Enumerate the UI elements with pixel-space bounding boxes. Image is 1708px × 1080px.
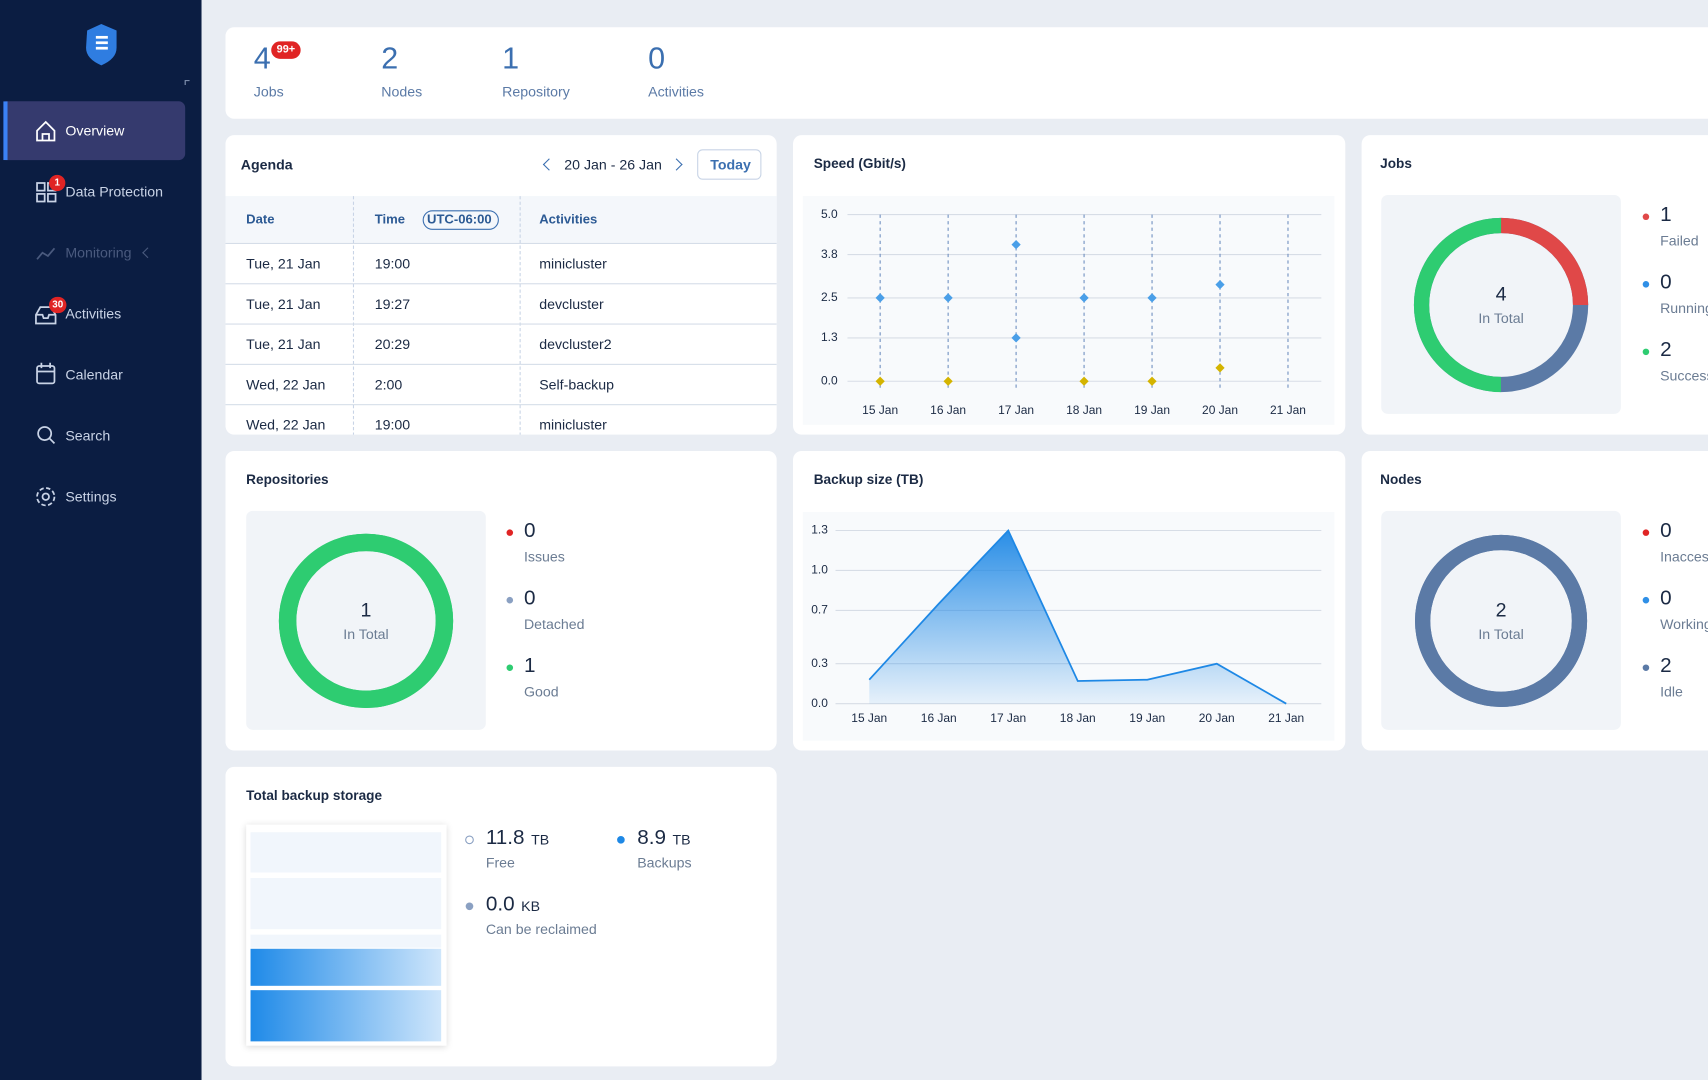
timezone-badge[interactable] xyxy=(422,210,499,230)
sidebar: Overview Data Protection 1 Monitoring Activi… xyxy=(0,0,202,1080)
cell: minicluster xyxy=(539,255,607,272)
cell: 20:29 xyxy=(374,336,411,353)
row-divider xyxy=(225,323,777,325)
cell: Wed, 22 Jan xyxy=(246,376,326,393)
nav-item[interactable]: Settings xyxy=(65,488,117,505)
nodes-card xyxy=(1361,450,1708,751)
badge: 99+ xyxy=(271,41,301,59)
badge: 30 xyxy=(49,296,67,314)
row-divider xyxy=(225,363,777,365)
today-label: Today xyxy=(710,156,751,173)
timezone: UTC-06:00 xyxy=(427,211,492,227)
logo xyxy=(86,23,117,66)
active-item xyxy=(3,101,186,161)
summary-value: 2 xyxy=(381,41,399,76)
nav-arrow[interactable] xyxy=(542,158,556,171)
summary-label: Activities xyxy=(648,83,705,100)
column-header: Time xyxy=(374,211,405,227)
nav-item[interactable]: Calendar xyxy=(65,366,123,383)
nav-item[interactable]: Monitoring xyxy=(65,244,132,261)
repositories-card xyxy=(225,450,777,751)
row-divider xyxy=(225,242,777,245)
column-header: Activities xyxy=(539,211,598,227)
nav-item[interactable]: Activities xyxy=(65,305,122,322)
cell: Tue, 21 Jan xyxy=(246,336,321,353)
backup-size-card xyxy=(793,450,1346,751)
cell: minicluster xyxy=(539,416,607,433)
cell: 2:00 xyxy=(374,376,403,393)
summary-label: Repository xyxy=(502,83,570,100)
speed-card xyxy=(793,135,1346,435)
sidebar-icons xyxy=(35,23,190,507)
today-button[interactable] xyxy=(697,149,762,180)
row-divider xyxy=(225,404,777,406)
table-header xyxy=(225,196,777,243)
date-range: 20 Jan - 26 Jan xyxy=(564,156,662,173)
storage-stack xyxy=(246,824,447,1046)
storage-card xyxy=(225,766,777,1067)
agenda-card: Agenda 20 Jan - 26 Jan Today Date Time Activi… xyxy=(225,135,777,435)
nav-item[interactable]: Search xyxy=(65,427,111,444)
cell: 19:00 xyxy=(374,416,411,433)
cell: Tue, 21 Jan xyxy=(246,255,321,272)
summary-value: 0 xyxy=(648,41,666,76)
cell: devcluster2 xyxy=(539,336,612,353)
card-title: Agenda xyxy=(240,156,293,173)
summary-value: 4 xyxy=(253,41,271,76)
summary-label: Nodes xyxy=(381,83,423,100)
cell: Self-backup xyxy=(539,376,614,393)
cell: Wed, 22 Jan xyxy=(246,416,326,433)
summary-label: Jobs xyxy=(253,83,284,100)
cell: Tue, 21 Jan xyxy=(246,295,321,313)
jobs-card xyxy=(1361,135,1708,435)
nav-item[interactable]: Data Protection xyxy=(65,183,163,200)
summary-card: 4 Jobs 99+ 2 Nodes 1 Repository 0 Activities xyxy=(225,27,1708,119)
row-divider xyxy=(225,283,777,285)
nav-item[interactable]: Overview xyxy=(65,122,125,139)
cell: devcluster xyxy=(539,295,604,313)
column-header: Date xyxy=(246,211,275,227)
cell: 19:27 xyxy=(374,295,411,313)
summary-value: 1 xyxy=(502,41,520,76)
badge: 1 xyxy=(49,174,66,192)
cell: 19:00 xyxy=(374,255,411,272)
nav-arrow[interactable] xyxy=(670,158,683,171)
